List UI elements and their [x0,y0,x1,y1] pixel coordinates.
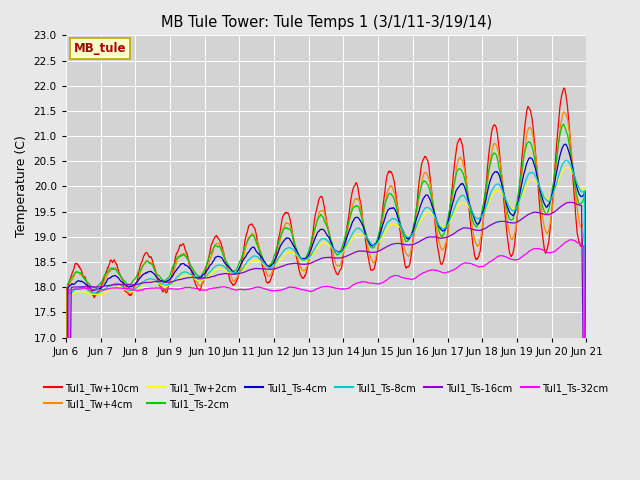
Line: Tul1_Tw+4cm: Tul1_Tw+4cm [66,112,586,480]
Tul1_Ts-4cm [561,141,569,147]
Line: Tul1_Ts-4cm: Tul1_Ts-4cm [66,144,586,480]
Tul1_Tw+2cm [278,255,285,261]
Tul1_Tw+4cm [565,126,573,132]
Tul1_Ts-8cm [369,242,376,248]
Tul1_Ts-2cm [159,277,166,283]
Tul1_Ts-4cm [278,241,285,247]
Tul1_Tw+10cm [561,85,568,91]
Tul1_Ts-16cm [87,284,95,289]
Tul1_Ts-8cm [565,159,573,165]
Tul1_Ts-8cm [557,167,564,173]
Tul1_Tw+4cm [159,285,166,290]
Tul1_Tw+4cm [87,289,95,295]
Tul1_Tw+4cm [557,124,564,130]
Tul1_Ts-32cm [369,280,376,286]
Y-axis label: Temperature (C): Temperature (C) [15,135,28,238]
Tul1_Tw+10cm [557,100,564,106]
Tul1_Ts-4cm [87,286,95,291]
Tul1_Ts-4cm [159,278,166,284]
Tul1_Ts-32cm [87,286,95,292]
Tul1_Tw+2cm [369,241,376,247]
Tul1_Ts-4cm [369,243,376,249]
Line: Tul1_Ts-16cm: Tul1_Ts-16cm [66,202,586,480]
Tul1_Tw+2cm [159,282,166,288]
Tul1_Tw+4cm [369,259,376,265]
Tul1_Ts-16cm [568,199,575,205]
Tul1_Tw+4cm [560,109,568,115]
Tul1_Ts-16cm [557,204,564,210]
Tul1_Tw+4cm [278,230,285,236]
Tul1_Ts-16cm [159,279,166,285]
Tul1_Ts-32cm [564,238,572,243]
Tul1_Ts-2cm [557,130,564,135]
Tul1_Tw+2cm [565,165,573,171]
Title: MB Tule Tower: Tule Temps 1 (3/1/11-3/19/14): MB Tule Tower: Tule Temps 1 (3/1/11-3/19… [161,15,492,30]
Tul1_Tw+10cm [87,288,95,294]
Tul1_Ts-4cm [565,149,573,155]
Tul1_Tw+10cm [565,121,573,127]
Tul1_Tw+10cm [582,452,590,458]
Tul1_Ts-32cm [557,244,564,250]
Tul1_Ts-32cm [159,286,166,292]
Tul1_Ts-16cm [369,250,376,255]
Tul1_Ts-2cm [560,121,568,127]
Tul1_Ts-2cm [278,230,285,236]
Line: Tul1_Ts-2cm: Tul1_Ts-2cm [66,124,586,480]
Tul1_Ts-8cm [159,281,166,287]
Line: Tul1_Ts-32cm: Tul1_Ts-32cm [66,240,586,480]
Tul1_Tw+2cm [563,165,571,170]
Tul1_Ts-8cm [563,157,570,163]
Text: MB_tule: MB_tule [74,42,126,55]
Tul1_Tw+10cm [369,267,376,273]
Tul1_Ts-8cm [87,289,95,295]
Tul1_Ts-32cm [278,287,285,293]
Tul1_Ts-8cm [278,251,285,256]
Line: Tul1_Tw+10cm: Tul1_Tw+10cm [66,88,586,480]
Tul1_Ts-16cm [278,264,285,269]
Tul1_Ts-2cm [369,245,376,251]
Tul1_Tw+2cm [557,173,564,179]
Legend: Tul1_Tw+10cm, Tul1_Tw+4cm, Tul1_Tw+2cm, Tul1_Ts-2cm, Tul1_Ts-4cm, Tul1_Ts-8cm, T: Tul1_Tw+10cm, Tul1_Tw+4cm, Tul1_Tw+2cm, … [40,379,612,414]
Tul1_Ts-32cm [566,237,574,243]
Tul1_Ts-4cm [557,151,564,157]
Tul1_Ts-2cm [87,283,95,288]
Tul1_Ts-2cm [565,140,573,146]
Line: Tul1_Tw+2cm: Tul1_Tw+2cm [66,168,586,480]
Line: Tul1_Ts-8cm: Tul1_Ts-8cm [66,160,586,480]
Tul1_Tw+10cm [159,288,166,294]
Tul1_Ts-16cm [564,200,572,205]
Tul1_Tw+2cm [87,291,95,297]
Tul1_Tw+10cm [278,218,285,224]
